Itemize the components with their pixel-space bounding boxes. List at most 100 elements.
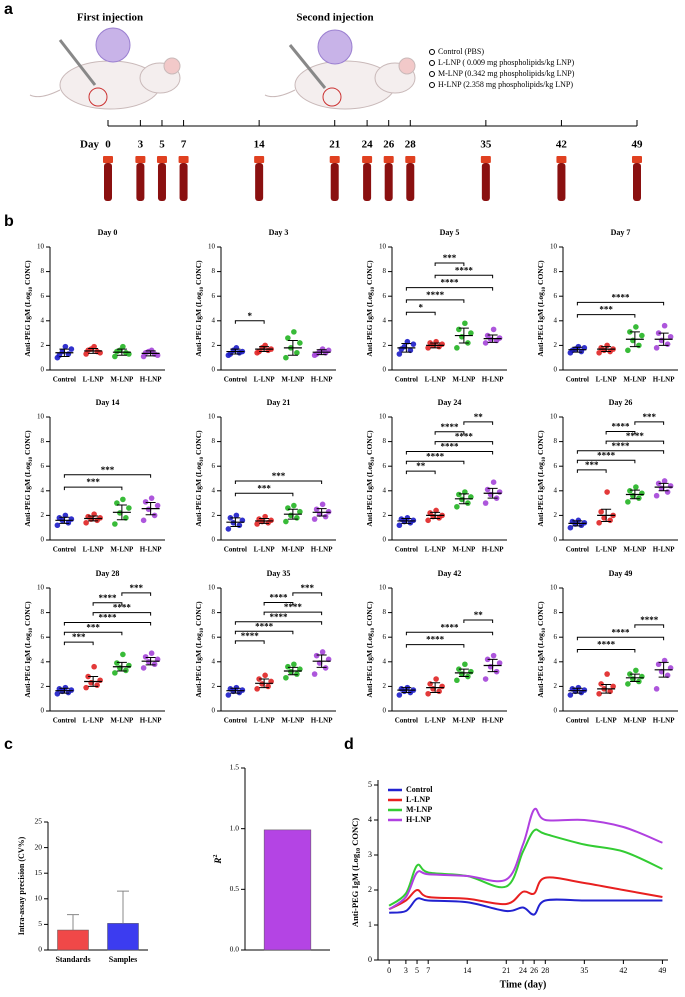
x-tick-label: M-LNP — [110, 546, 134, 554]
x-tick-label: H-LNP — [482, 717, 505, 725]
data-point — [456, 326, 462, 333]
significance-bracket — [405, 460, 465, 465]
error-bar — [658, 332, 669, 346]
data-point — [410, 341, 417, 347]
significance-label: **** — [612, 441, 631, 451]
error-bar — [401, 517, 412, 524]
data-point — [490, 326, 497, 333]
y-axis-label-part: 10 — [28, 286, 34, 292]
x-tick-label: H-LNP — [653, 717, 676, 725]
data-point — [598, 681, 604, 687]
blood-tube — [481, 163, 490, 201]
data-point — [468, 668, 474, 675]
error-bar — [458, 493, 469, 505]
x-tick-label: Control — [224, 546, 247, 554]
y-tick-label: 2 — [383, 682, 387, 690]
data-point — [598, 508, 604, 515]
y-axis-label-part: Anti-PEG IgM (Log — [194, 462, 203, 527]
y-tick-label: 4 — [383, 316, 387, 324]
day-label: 35 — [480, 139, 492, 151]
y-axis-label-part: 10 — [541, 286, 547, 292]
x-tick-label: L-LNP — [425, 717, 447, 725]
error-bar — [259, 346, 270, 353]
blood-tube-cap — [254, 156, 265, 163]
data-point — [123, 667, 129, 674]
significance-bracket — [63, 621, 152, 626]
data-point — [325, 508, 332, 515]
significance-label: **** — [612, 292, 631, 302]
y-tick-label: 6 — [212, 462, 216, 470]
day-label: 5 — [159, 139, 165, 151]
error-bar — [601, 508, 612, 523]
data-point — [639, 490, 645, 497]
injection-label: Second injection — [296, 12, 373, 24]
data-point — [313, 506, 320, 513]
blood-tube-cap — [135, 156, 146, 163]
error-bar — [430, 682, 441, 694]
y-tick-label: 8 — [554, 437, 558, 445]
data-point — [83, 519, 89, 526]
y-axis-label-part: CONC) — [536, 601, 545, 628]
y-tick-label: 1 — [368, 920, 372, 929]
x-tick-label: 35 — [580, 966, 588, 975]
y-tick-label: 4 — [212, 486, 216, 494]
series-line — [388, 807, 663, 911]
data-point — [625, 681, 631, 687]
significance-bracket — [234, 320, 265, 324]
blood-tube-cap — [103, 156, 113, 163]
significance-label: ** — [416, 461, 426, 471]
error-bar — [287, 508, 298, 520]
y-axis-label-part: 10 — [541, 456, 547, 462]
y-tick-label: 2 — [41, 511, 45, 519]
significance-bracket — [263, 602, 294, 606]
y-tick-label: 2 — [554, 682, 558, 690]
panel-label: a — [4, 1, 13, 18]
x-tick-label: H-LNP — [653, 376, 676, 384]
error-bar — [145, 350, 156, 357]
y-tick-label: 0 — [554, 366, 558, 374]
y-tick-label: 6 — [383, 633, 387, 641]
data-point — [482, 500, 489, 506]
y-axis-label: Anti-PEG IgM (Log10 CONC) — [536, 430, 547, 527]
data-point — [262, 672, 268, 679]
significance-label: **** — [255, 621, 274, 631]
significance-label: **** — [426, 290, 445, 300]
y-tick-label: 6 — [383, 462, 387, 470]
data-point — [117, 510, 123, 516]
data-point — [225, 526, 232, 532]
y-axis-label: Anti-PEG IgM (Log10 CONC) — [536, 260, 547, 357]
blood-tube-cap — [362, 156, 373, 163]
error-bar — [259, 678, 270, 689]
y-axis-label-part: CONC) — [194, 601, 203, 628]
data-point — [425, 690, 431, 697]
panel-title: Day 24 — [438, 398, 462, 407]
day-word: Day — [80, 139, 99, 151]
y-tick-label: 8 — [41, 267, 45, 275]
y-tick-label: 1.0 — [230, 823, 240, 832]
panel-label: c — [4, 736, 13, 753]
significance-bracket — [576, 469, 607, 473]
y-tick-label: 4 — [383, 657, 387, 665]
y-axis-label-part: Anti-PEG IgM (Log — [350, 853, 360, 927]
data-point — [490, 479, 497, 485]
y-axis-label-part: CONC) — [23, 601, 32, 628]
x-tick-label: M-LNP — [281, 376, 305, 384]
error-bar — [88, 676, 99, 687]
y-tick-label: 6 — [554, 292, 558, 300]
day-label: 42 — [556, 139, 568, 151]
x-tick-label: M-LNP — [452, 376, 476, 384]
x-tick-label: H-LNP — [311, 376, 334, 384]
y-tick-label: 0 — [383, 536, 387, 544]
y-tick-label: 5 — [368, 780, 372, 789]
x-tick-label: 0 — [387, 966, 391, 975]
error-bar — [458, 327, 469, 344]
y-axis-label-part: 10 — [541, 627, 547, 633]
significance-bracket — [63, 474, 152, 478]
series-line — [388, 828, 663, 907]
x-tick-label: L-LNP — [596, 376, 618, 384]
error-bar — [230, 348, 241, 355]
x-tick-label: Control — [566, 546, 589, 554]
error-bar — [458, 668, 469, 678]
data-point — [145, 506, 152, 513]
